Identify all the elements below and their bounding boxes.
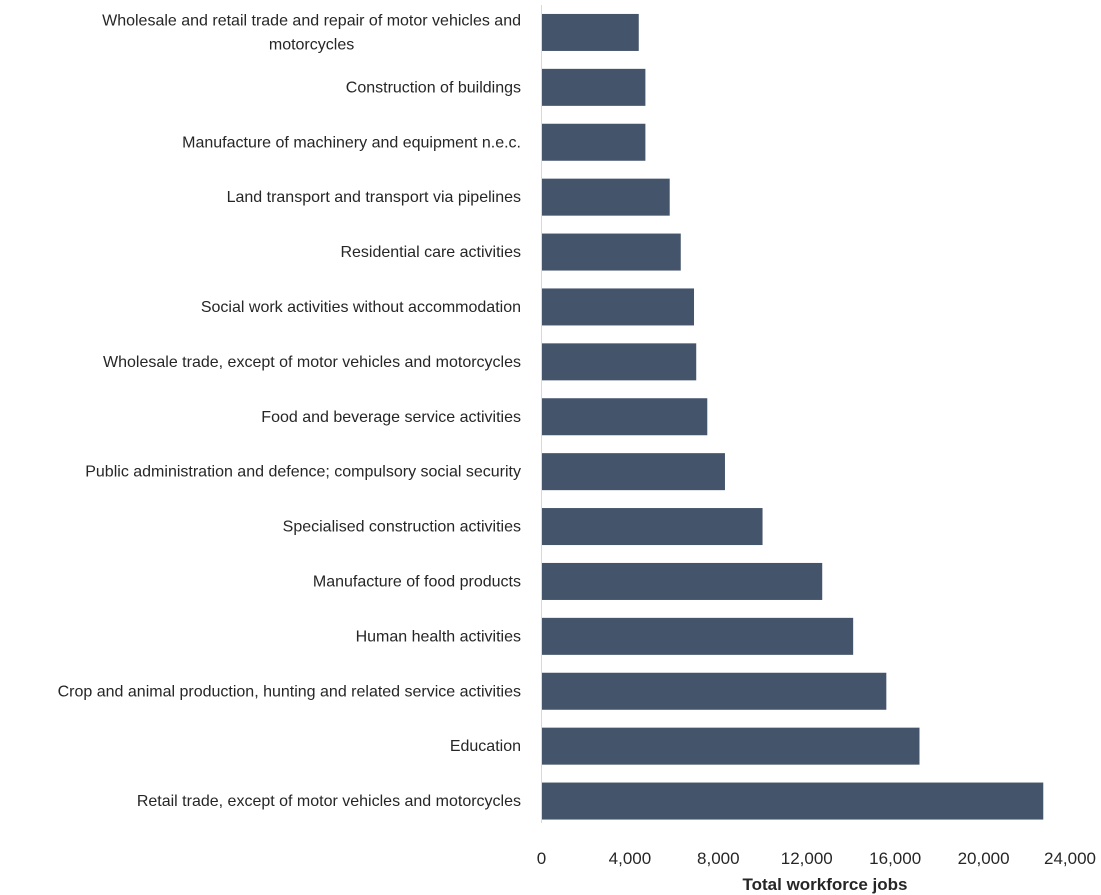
x-tick-label: 4,000 [609, 849, 652, 868]
category-labels: Wholesale and retail trade and repair of… [58, 12, 521, 810]
category-label: Human health activities [356, 628, 521, 645]
bar [541, 672, 887, 710]
bar [541, 123, 646, 161]
bar [541, 562, 823, 600]
x-tick-label: 24,000 [1044, 849, 1096, 868]
bar [541, 233, 681, 271]
x-tick-label: 20,000 [958, 849, 1010, 868]
bar [541, 617, 854, 655]
category-label: Residential care activities [340, 244, 521, 261]
category-label: Education [450, 738, 521, 755]
category-label: Retail trade, except of motor vehicles a… [137, 793, 521, 810]
x-tick-label: 12,000 [781, 849, 833, 868]
category-label: Specialised construction activities [283, 519, 521, 536]
category-label: Public administration and defence; compu… [85, 464, 521, 481]
bars-layer [541, 13, 1044, 820]
x-axis-title: Total workforce jobs [743, 875, 908, 894]
x-tick-label: 0 [537, 849, 546, 868]
x-tick-label: 16,000 [869, 849, 921, 868]
category-label: Social work activities without accommoda… [201, 299, 521, 316]
category-label: Manufacture of food products [313, 573, 521, 590]
bar [541, 398, 708, 436]
category-label: Wholesale trade, except of motor vehicle… [103, 354, 521, 371]
bar [541, 343, 697, 381]
bar [541, 13, 639, 51]
bar [541, 508, 763, 546]
category-label: Construction of buildings [346, 79, 521, 96]
x-tick-label: 8,000 [697, 849, 740, 868]
bar [541, 727, 920, 765]
bar [541, 288, 695, 326]
category-label: Food and beverage service activities [261, 409, 521, 426]
bar [541, 68, 646, 106]
x-tick-labels: 0 4,000 8,000 12,000 16,000 20,000 24,000 [537, 849, 1096, 868]
category-label: Land transport and transport via pipelin… [227, 189, 521, 206]
category-label: Manufacture of machinery and equipment n… [182, 134, 521, 151]
bar [541, 178, 670, 216]
bar [541, 782, 1044, 820]
bar [541, 453, 725, 491]
category-label: Crop and animal production, hunting and … [58, 683, 521, 700]
category-label: Wholesale and retail trade and repair of… [102, 12, 521, 53]
